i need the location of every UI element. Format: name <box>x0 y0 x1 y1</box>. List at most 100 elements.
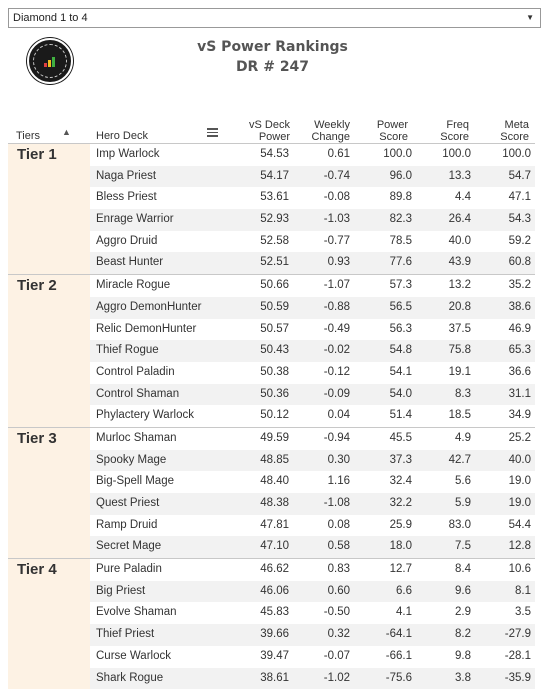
tier-block: Tier 2 Miracle Rogue 50.66 -1.07 57.3 13.2 35.… <box>8 274 535 427</box>
cell-vs-deck-power: 46.62 <box>260 563 289 576</box>
cell-meta-score: 19.0 <box>508 475 531 488</box>
cell-weekly-change: -0.94 <box>323 431 350 444</box>
cell-vs-deck-power: 50.59 <box>260 300 289 313</box>
cell-hero-deck: Thief Priest <box>96 628 155 641</box>
header-tiers[interactable]: Tiers <box>16 130 41 142</box>
cell-vs-deck-power: 50.12 <box>260 409 289 422</box>
table-row[interactable]: Relic DemonHunter 50.57 -0.49 56.3 37.5 46.9 <box>90 319 535 341</box>
cell-vs-deck-power: 39.66 <box>260 628 289 641</box>
header-power-score[interactable]: Power Score <box>376 119 408 143</box>
header-hero-deck[interactable]: Hero Deck <box>96 130 148 142</box>
cell-vs-deck-power: 38.61 <box>260 671 289 684</box>
cell-hero-deck: Big-Spell Mage <box>96 475 174 488</box>
cell-power-score: 12.7 <box>389 563 412 576</box>
header-meta-score[interactable]: Meta Score <box>500 119 529 143</box>
rank-filter-dropdown[interactable]: Diamond 1 to 4 ▼ <box>8 8 541 28</box>
table-row[interactable]: Beast Hunter 52.51 0.93 77.6 43.9 60.8 <box>90 252 535 275</box>
table-row[interactable]: Control Shaman 50.36 -0.09 54.0 8.3 31.1 <box>90 383 535 406</box>
table-row[interactable]: Murloc Shaman 49.59 -0.94 45.5 4.9 25.2 <box>90 428 535 450</box>
table-row[interactable]: Curse Warlock 39.47 -0.07 -66.1 9.8 -28.1 <box>90 646 535 668</box>
cell-power-score: 6.6 <box>396 584 412 597</box>
cell-vs-deck-power: 52.93 <box>260 213 289 226</box>
cell-meta-score: 34.9 <box>508 409 531 422</box>
cell-weekly-change: 0.83 <box>327 563 350 576</box>
cell-hero-deck: Big Priest <box>96 584 146 597</box>
cell-hero-deck: Pure Paladin <box>96 563 162 576</box>
cell-freq-score: 5.6 <box>455 475 471 488</box>
cell-power-score: 96.0 <box>389 169 412 182</box>
cell-weekly-change: -0.12 <box>323 365 350 378</box>
table-row[interactable]: Bless Priest 53.61 -0.08 89.8 4.4 47.1 <box>90 187 535 209</box>
table-row[interactable]: Pure Paladin 46.62 0.83 12.7 8.4 10.6 <box>90 559 535 581</box>
cell-freq-score: 18.5 <box>448 409 471 422</box>
header-weekly-change[interactable]: Weekly Change <box>311 119 350 143</box>
table-row[interactable]: Control Paladin 50.38 -0.12 54.1 19.1 36.6 <box>90 362 535 384</box>
table-row[interactable]: Miracle Rogue 50.66 -1.07 57.3 13.2 35.2 <box>90 275 535 297</box>
table-row[interactable]: Quest Priest 48.38 -1.08 32.2 5.9 19.0 <box>90 493 535 515</box>
cell-meta-score: 46.9 <box>508 322 531 335</box>
cell-meta-score: -27.9 <box>504 628 531 641</box>
cell-weekly-change: -0.07 <box>323 649 350 662</box>
cell-meta-score: 38.6 <box>508 300 531 313</box>
cell-vs-deck-power: 39.47 <box>260 649 289 662</box>
cell-power-score: 18.0 <box>389 540 412 553</box>
cell-vs-deck-power: 48.85 <box>260 453 289 466</box>
header-freq-score[interactable]: Freq Score <box>440 119 469 143</box>
cell-weekly-change: -1.08 <box>323 497 350 509</box>
cell-hero-deck: Relic DemonHunter <box>96 322 197 335</box>
cell-freq-score: 37.5 <box>448 322 471 335</box>
cell-hero-deck: Control Paladin <box>96 365 175 378</box>
cell-vs-deck-power: 47.10 <box>260 540 289 553</box>
sort-icon[interactable]: ▲ <box>62 127 71 137</box>
table-row[interactable]: Aggro Druid 52.58 -0.77 78.5 40.0 59.2 <box>90 231 535 253</box>
table-row[interactable]: Naga Priest 54.17 -0.74 96.0 13.3 54.7 <box>90 165 535 188</box>
cell-meta-score: 8.1 <box>515 584 531 597</box>
table-row[interactable]: Big-Spell Mage 48.40 1.16 32.4 5.6 19.0 <box>90 471 535 493</box>
sort-menu-icon[interactable] <box>207 128 218 139</box>
table-row[interactable]: Evolve Shaman 45.83 -0.50 4.1 2.9 3.5 <box>90 602 535 624</box>
cell-meta-score: 54.4 <box>508 518 531 531</box>
table-row[interactable]: Imp Warlock 54.53 0.61 100.0 100.0 100.0 <box>90 144 535 166</box>
cell-freq-score: 8.4 <box>455 563 471 576</box>
cell-weekly-change: -0.88 <box>323 300 350 313</box>
cell-hero-deck: Imp Warlock <box>96 148 160 160</box>
table-row[interactable]: Big Priest 46.06 0.60 6.6 9.6 8.1 <box>90 580 535 603</box>
cell-meta-score: 60.8 <box>508 256 531 269</box>
cell-power-score: 89.8 <box>389 191 412 204</box>
table-row[interactable]: Spooky Mage 48.85 0.30 37.3 42.7 40.0 <box>90 449 535 472</box>
cell-freq-score: 4.4 <box>455 191 471 204</box>
table-row[interactable]: Shark Rogue 38.61 -1.02 -75.6 3.8 -35.9 <box>90 667 535 690</box>
table-row[interactable]: Thief Priest 39.66 0.32 -64.1 8.2 -27.9 <box>90 624 535 646</box>
cell-hero-deck: Curse Warlock <box>96 649 171 662</box>
cell-power-score: 32.4 <box>389 475 412 488</box>
table-row[interactable]: Phylactery Warlock 50.12 0.04 51.4 18.5 34.9 <box>90 405 535 427</box>
cell-freq-score: 2.9 <box>455 606 471 619</box>
cell-freq-score: 4.9 <box>455 431 471 444</box>
cell-weekly-change: -0.50 <box>323 606 350 619</box>
cell-vs-deck-power: 50.66 <box>260 279 289 292</box>
table-row[interactable]: Aggro DemonHunter 50.59 -0.88 56.5 20.8 38.6 <box>90 296 535 319</box>
cell-power-score: -64.1 <box>385 628 412 641</box>
cell-hero-deck: Ramp Druid <box>96 518 158 531</box>
cell-freq-score: 7.5 <box>455 540 471 553</box>
cell-weekly-change: 0.08 <box>327 518 350 531</box>
cell-power-score: 54.8 <box>389 344 412 357</box>
cell-freq-score: 40.0 <box>448 234 471 247</box>
page-title: vS Power Rankings <box>197 39 348 55</box>
cell-freq-score: 43.9 <box>448 256 471 269</box>
cell-freq-score: 8.3 <box>455 387 471 400</box>
cell-freq-score: 8.2 <box>455 628 471 641</box>
table-row[interactable]: Secret Mage 47.10 0.58 18.0 7.5 12.8 <box>90 536 535 559</box>
table-row[interactable]: Thief Rogue 50.43 -0.02 54.8 75.8 65.3 <box>90 340 535 362</box>
cell-meta-score: 100.0 <box>502 148 531 160</box>
cell-freq-score: 75.8 <box>448 344 471 357</box>
tier-block: Tier 3 Murloc Shaman 49.59 -0.94 45.5 4.9 25.2… <box>8 426 535 559</box>
cell-power-score: 100.0 <box>383 148 412 160</box>
cell-vs-deck-power: 50.43 <box>260 344 289 357</box>
cell-freq-score: 100.0 <box>442 148 471 160</box>
table-row[interactable]: Enrage Warrior 52.93 -1.03 82.3 26.4 54.3 <box>90 209 535 231</box>
chevron-down-icon[interactable]: ▼ <box>526 13 534 22</box>
table-row[interactable]: Ramp Druid 47.81 0.08 25.9 83.0 54.4 <box>90 515 535 537</box>
header-vs-deck-power[interactable]: vS Deck Power <box>249 119 290 143</box>
cell-vs-deck-power: 52.51 <box>260 256 289 269</box>
